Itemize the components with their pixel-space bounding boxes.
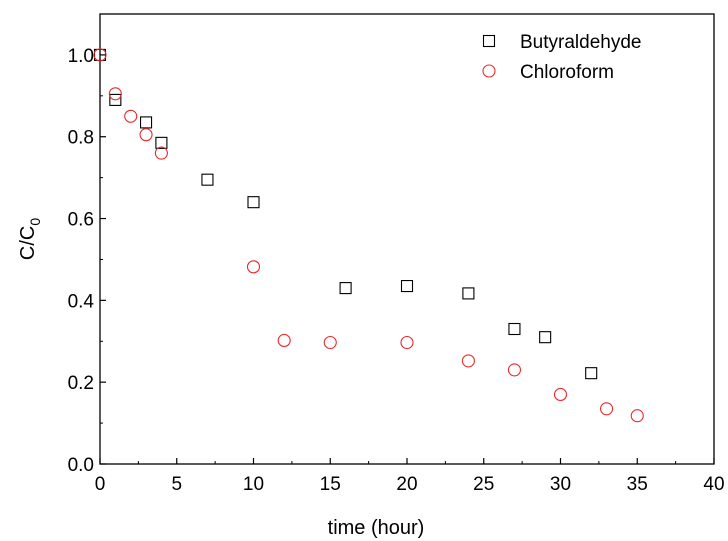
chloroform-point — [599, 402, 614, 416]
y-tick-label: 0.8 — [68, 128, 94, 149]
chloroform-point — [553, 387, 568, 402]
butyraldehyde-point — [462, 287, 475, 300]
legend-label: Chloroform — [520, 62, 614, 83]
series-chloroform — [93, 48, 644, 423]
butyraldehyde-point — [539, 331, 552, 344]
legend-marker — [482, 64, 496, 78]
butyraldehyde-point — [109, 93, 122, 106]
legend-item: Butyraldehyde — [482, 32, 641, 53]
chloroform-point — [461, 354, 475, 368]
y-tick-label: 0.2 — [68, 373, 94, 394]
chloroform-point — [139, 128, 153, 142]
data-series — [93, 48, 644, 423]
x-tick-label: 30 — [550, 474, 571, 495]
svg-text:C/C0: C/C0 — [17, 218, 43, 260]
butyraldehyde-point — [400, 279, 414, 293]
x-tick-label: 15 — [320, 474, 341, 495]
y-axis-title: C/C0 — [17, 218, 43, 260]
butyraldehyde-point — [247, 196, 260, 209]
y-axis: 0.0 0.2 0.4 0.6 0.8 1.0 — [68, 13, 106, 476]
legend-item: Chloroform — [482, 62, 614, 83]
chloroform-point — [93, 48, 107, 62]
x-tick-label: 10 — [243, 474, 264, 495]
x-tick-label: 0 — [95, 474, 106, 495]
legend-marker — [482, 34, 496, 48]
chloroform-point — [154, 146, 168, 160]
x-tick-label: 40 — [703, 474, 724, 495]
y-tick-label: 1.0 — [68, 46, 94, 67]
x-axis: 0 5 10 15 20 25 30 35 40 — [95, 458, 725, 495]
chloroform-point — [124, 109, 138, 123]
chloroform-point — [246, 260, 261, 274]
butyraldehyde-point — [140, 116, 153, 129]
chloroform-point — [277, 333, 291, 348]
series-butyraldehyde — [93, 48, 598, 380]
chloroform-point — [630, 409, 644, 423]
chloroform-point — [507, 363, 522, 377]
x-tick-label: 5 — [171, 474, 182, 495]
y-tick-label: 0.6 — [68, 210, 94, 231]
y-axis-title-subscript: 0 — [27, 218, 43, 226]
chloroform-point — [400, 335, 414, 350]
butyraldehyde-point — [508, 322, 521, 336]
legend-label: Butyraldehyde — [520, 32, 641, 53]
butyraldehyde-point — [201, 173, 214, 186]
y-axis-title-main: C/C — [17, 226, 39, 260]
y-tick-label: 0.0 — [68, 455, 94, 476]
legend: Butyraldehyde Chloroform — [482, 32, 641, 83]
x-tick-label: 35 — [627, 474, 648, 495]
plot-frame — [99, 13, 715, 465]
x-tick-label: 25 — [473, 474, 494, 495]
butyraldehyde-point — [339, 282, 352, 295]
butyraldehyde-point — [585, 367, 598, 380]
y-tick-label: 0.4 — [68, 291, 95, 312]
butyraldehyde-point — [155, 136, 168, 149]
chloroform-point — [323, 335, 337, 350]
x-tick-label: 20 — [396, 474, 417, 495]
x-axis-title: time (hour) — [328, 517, 425, 539]
chloroform-point — [108, 87, 122, 101]
